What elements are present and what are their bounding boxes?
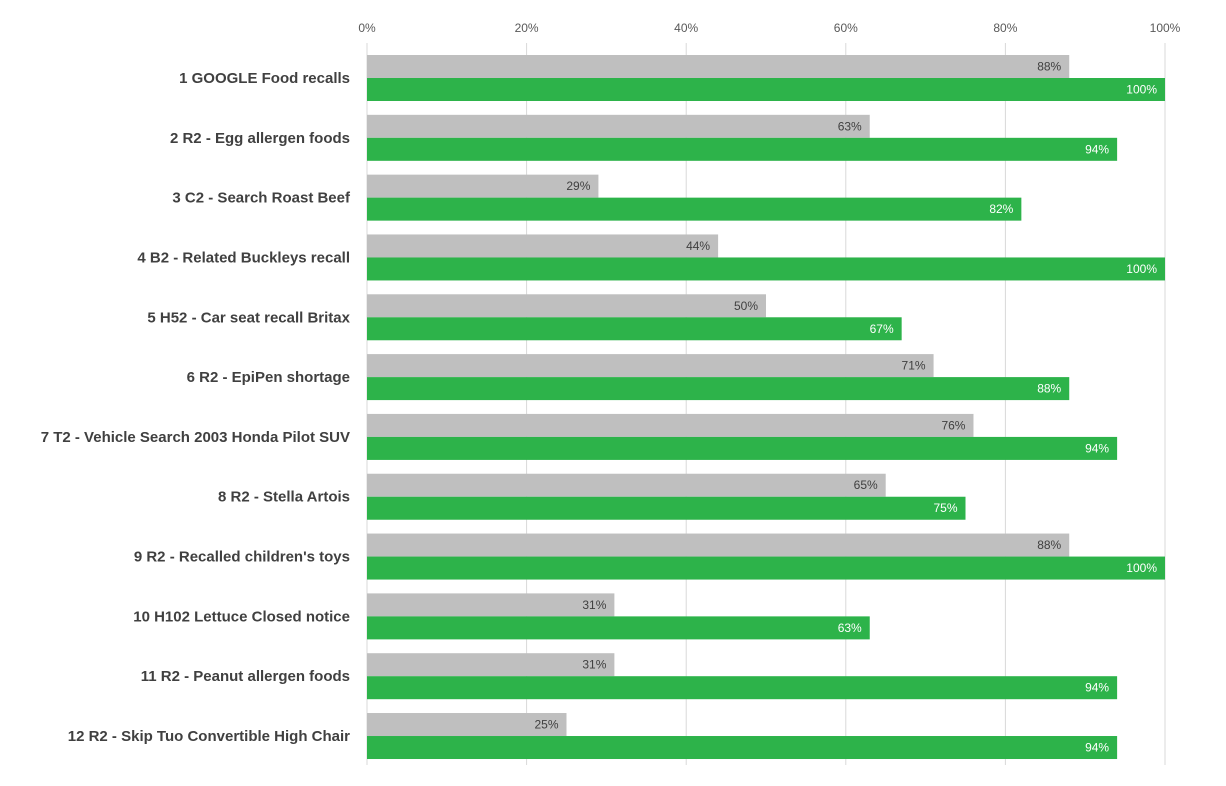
category-label: 3 C2 - Search Roast Beef [172, 190, 351, 207]
bar-green [367, 496, 966, 520]
bar-grey [367, 533, 1070, 557]
data-label: 71% [902, 359, 926, 373]
data-label: 65% [854, 478, 878, 492]
category-label: 11 R2 - Peanut allergen foods [141, 668, 350, 685]
bar-green [367, 377, 1070, 401]
bar-grey [367, 413, 974, 437]
x-tick-label: 40% [674, 21, 698, 35]
category-label: 4 B2 - Related Buckleys recall [137, 249, 350, 266]
data-label: 76% [941, 418, 965, 432]
category-label: 5 H52 - Car seat recall Britax [147, 309, 350, 326]
x-tick-label: 60% [834, 21, 858, 35]
bar-grey [367, 294, 766, 318]
data-label: 29% [566, 179, 590, 193]
data-label: 67% [870, 322, 894, 336]
bar-green [367, 78, 1165, 101]
category-label: 6 R2 - EpiPen shortage [187, 369, 350, 386]
data-label: 94% [1085, 441, 1109, 455]
bar-grey [367, 174, 599, 198]
x-tick-label: 20% [515, 21, 539, 35]
x-tick-label: 100% [1150, 21, 1181, 35]
bar-grey [367, 713, 567, 737]
data-label: 94% [1085, 681, 1109, 695]
category-label: 7 T2 - Vehicle Search 2003 Honda Pilot S… [41, 429, 350, 446]
data-label: 50% [734, 299, 758, 313]
category-label: 8 R2 - Stella Artois [218, 489, 350, 506]
data-label: 94% [1085, 142, 1109, 156]
bar-grey [367, 354, 934, 378]
category-label: 2 R2 - Egg allergen foods [170, 130, 350, 147]
bar-grey [367, 234, 719, 258]
bar-green [367, 676, 1118, 700]
data-label: 31% [582, 658, 606, 672]
data-label: 44% [686, 239, 710, 253]
bar-grey [367, 473, 886, 497]
data-label: 88% [1037, 60, 1061, 74]
data-label: 100% [1126, 83, 1157, 97]
data-label: 75% [933, 501, 957, 515]
bar-grey [367, 593, 615, 617]
data-label: 63% [838, 119, 862, 133]
bar-green [367, 257, 1165, 281]
x-tick-label: 80% [993, 21, 1017, 35]
data-label: 88% [1037, 382, 1061, 396]
bar-green [367, 197, 1022, 221]
bar-green [367, 556, 1165, 580]
bar-grey [367, 653, 615, 677]
data-label: 82% [989, 202, 1013, 216]
bar-green [367, 616, 870, 640]
bar-grey [367, 55, 1070, 78]
category-label: 12 R2 - Skip Tuo Convertible High Chair [68, 728, 350, 745]
bar-grey [367, 114, 870, 138]
x-tick-label: 0% [358, 21, 376, 35]
data-label: 100% [1126, 262, 1157, 276]
bar-green [367, 317, 902, 341]
bar-green [367, 436, 1118, 460]
category-label: 10 H102 Lettuce Closed notice [133, 608, 350, 625]
data-label: 88% [1037, 538, 1061, 552]
data-label: 100% [1126, 561, 1157, 575]
data-label: 25% [534, 718, 558, 732]
data-label: 94% [1085, 741, 1109, 755]
category-label: 1 GOOGLE Food recalls [179, 70, 350, 87]
bar-green [367, 736, 1118, 760]
category-label: 9 R2 - Recalled children's toys [134, 549, 350, 566]
data-label: 31% [582, 598, 606, 612]
data-label: 63% [838, 621, 862, 635]
bar-green [367, 137, 1118, 161]
